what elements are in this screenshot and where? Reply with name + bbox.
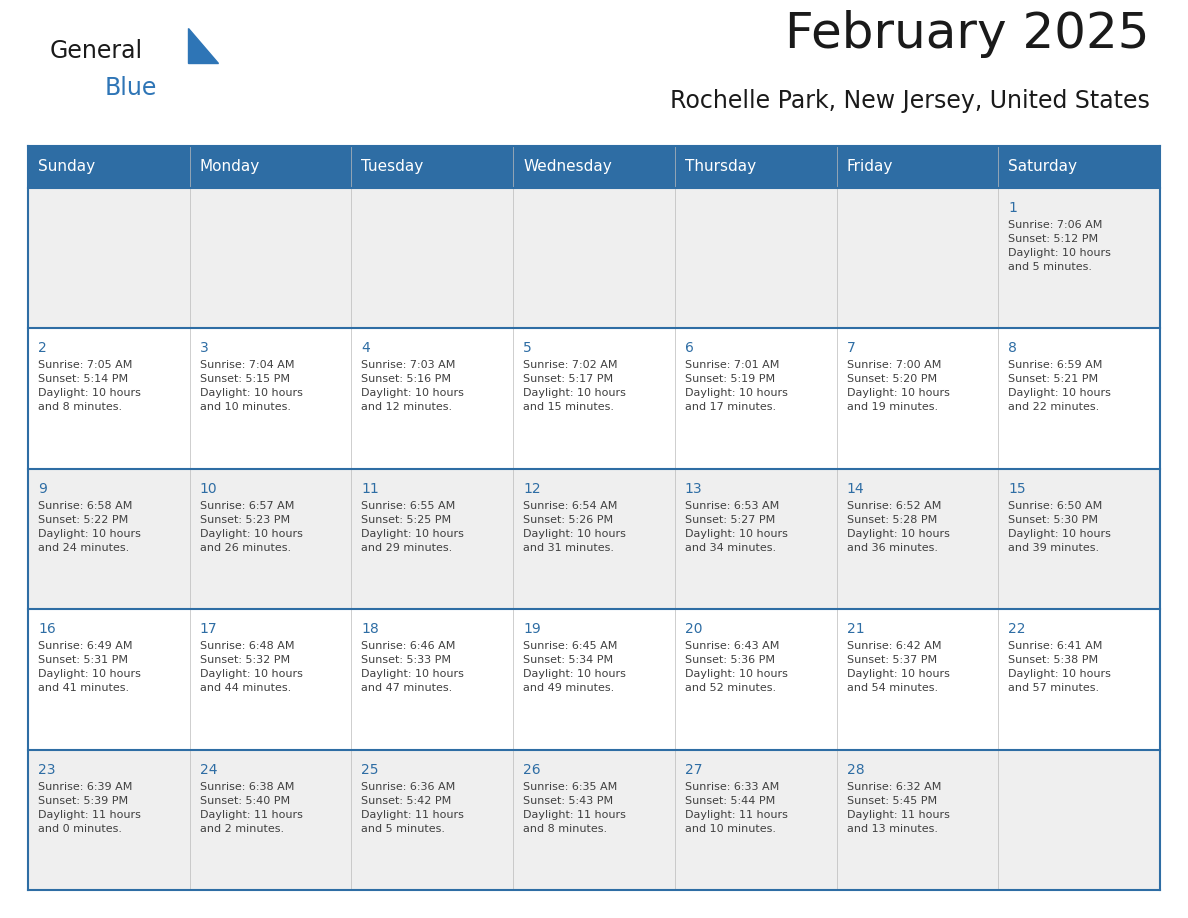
Text: Sunrise: 6:59 AM
Sunset: 5:21 PM
Daylight: 10 hours
and 22 minutes.: Sunrise: 6:59 AM Sunset: 5:21 PM Dayligh… <box>1009 361 1111 412</box>
Text: 22: 22 <box>1009 622 1025 636</box>
Text: Tuesday: Tuesday <box>361 160 424 174</box>
Text: Sunrise: 6:49 AM
Sunset: 5:31 PM
Daylight: 10 hours
and 41 minutes.: Sunrise: 6:49 AM Sunset: 5:31 PM Dayligh… <box>38 641 141 693</box>
Text: Sunrise: 6:54 AM
Sunset: 5:26 PM
Daylight: 10 hours
and 31 minutes.: Sunrise: 6:54 AM Sunset: 5:26 PM Dayligh… <box>523 501 626 553</box>
Text: Sunrise: 6:35 AM
Sunset: 5:43 PM
Daylight: 11 hours
and 8 minutes.: Sunrise: 6:35 AM Sunset: 5:43 PM Dayligh… <box>523 781 626 834</box>
Text: 11: 11 <box>361 482 379 496</box>
Text: 8: 8 <box>1009 341 1017 355</box>
Text: Sunrise: 7:03 AM
Sunset: 5:16 PM
Daylight: 10 hours
and 12 minutes.: Sunrise: 7:03 AM Sunset: 5:16 PM Dayligh… <box>361 361 465 412</box>
Text: 12: 12 <box>523 482 541 496</box>
Text: Sunrise: 7:02 AM
Sunset: 5:17 PM
Daylight: 10 hours
and 15 minutes.: Sunrise: 7:02 AM Sunset: 5:17 PM Dayligh… <box>523 361 626 412</box>
Text: 3: 3 <box>200 341 208 355</box>
Text: Sunrise: 6:46 AM
Sunset: 5:33 PM
Daylight: 10 hours
and 47 minutes.: Sunrise: 6:46 AM Sunset: 5:33 PM Dayligh… <box>361 641 465 693</box>
Text: 2: 2 <box>38 341 46 355</box>
Text: Friday: Friday <box>847 160 893 174</box>
Text: Sunrise: 6:33 AM
Sunset: 5:44 PM
Daylight: 11 hours
and 10 minutes.: Sunrise: 6:33 AM Sunset: 5:44 PM Dayligh… <box>684 781 788 834</box>
Text: 21: 21 <box>847 622 864 636</box>
Text: Sunrise: 6:52 AM
Sunset: 5:28 PM
Daylight: 10 hours
and 36 minutes.: Sunrise: 6:52 AM Sunset: 5:28 PM Dayligh… <box>847 501 949 553</box>
Text: Sunrise: 7:01 AM
Sunset: 5:19 PM
Daylight: 10 hours
and 17 minutes.: Sunrise: 7:01 AM Sunset: 5:19 PM Dayligh… <box>684 361 788 412</box>
Text: 13: 13 <box>684 482 702 496</box>
Bar <box>29 469 1159 610</box>
Text: 4: 4 <box>361 341 371 355</box>
Text: Sunrise: 6:50 AM
Sunset: 5:30 PM
Daylight: 10 hours
and 39 minutes.: Sunrise: 6:50 AM Sunset: 5:30 PM Dayligh… <box>1009 501 1111 553</box>
Text: Sunrise: 6:38 AM
Sunset: 5:40 PM
Daylight: 11 hours
and 2 minutes.: Sunrise: 6:38 AM Sunset: 5:40 PM Dayligh… <box>200 781 303 834</box>
Text: Rochelle Park, New Jersey, United States: Rochelle Park, New Jersey, United States <box>670 89 1150 113</box>
Text: Wednesday: Wednesday <box>523 160 612 174</box>
Text: Sunrise: 6:55 AM
Sunset: 5:25 PM
Daylight: 10 hours
and 29 minutes.: Sunrise: 6:55 AM Sunset: 5:25 PM Dayligh… <box>361 501 465 553</box>
Text: Sunrise: 6:53 AM
Sunset: 5:27 PM
Daylight: 10 hours
and 34 minutes.: Sunrise: 6:53 AM Sunset: 5:27 PM Dayligh… <box>684 501 788 553</box>
Text: Sunrise: 6:32 AM
Sunset: 5:45 PM
Daylight: 11 hours
and 13 minutes.: Sunrise: 6:32 AM Sunset: 5:45 PM Dayligh… <box>847 781 949 834</box>
Text: 6: 6 <box>684 341 694 355</box>
Text: 25: 25 <box>361 763 379 777</box>
Text: 26: 26 <box>523 763 541 777</box>
Text: Sunrise: 6:41 AM
Sunset: 5:38 PM
Daylight: 10 hours
and 57 minutes.: Sunrise: 6:41 AM Sunset: 5:38 PM Dayligh… <box>1009 641 1111 693</box>
Text: 10: 10 <box>200 482 217 496</box>
Text: Sunday: Sunday <box>38 160 95 174</box>
Text: Sunrise: 6:36 AM
Sunset: 5:42 PM
Daylight: 11 hours
and 5 minutes.: Sunrise: 6:36 AM Sunset: 5:42 PM Dayligh… <box>361 781 465 834</box>
Text: 9: 9 <box>38 482 46 496</box>
Polygon shape <box>188 28 219 63</box>
Bar <box>29 329 1159 469</box>
Text: 24: 24 <box>200 763 217 777</box>
Text: Blue: Blue <box>105 76 157 100</box>
Text: 1: 1 <box>1009 201 1017 215</box>
Bar <box>29 610 1159 750</box>
Text: 16: 16 <box>38 622 56 636</box>
Text: Monday: Monday <box>200 160 260 174</box>
Bar <box>29 188 1159 329</box>
Text: Sunrise: 6:39 AM
Sunset: 5:39 PM
Daylight: 11 hours
and 0 minutes.: Sunrise: 6:39 AM Sunset: 5:39 PM Dayligh… <box>38 781 141 834</box>
Text: Sunrise: 6:58 AM
Sunset: 5:22 PM
Daylight: 10 hours
and 24 minutes.: Sunrise: 6:58 AM Sunset: 5:22 PM Dayligh… <box>38 501 141 553</box>
Text: Sunrise: 7:06 AM
Sunset: 5:12 PM
Daylight: 10 hours
and 5 minutes.: Sunrise: 7:06 AM Sunset: 5:12 PM Dayligh… <box>1009 220 1111 272</box>
Text: 23: 23 <box>38 763 56 777</box>
Text: Sunrise: 7:05 AM
Sunset: 5:14 PM
Daylight: 10 hours
and 8 minutes.: Sunrise: 7:05 AM Sunset: 5:14 PM Dayligh… <box>38 361 141 412</box>
Text: February 2025: February 2025 <box>785 10 1150 58</box>
Bar <box>29 750 1159 890</box>
Text: Sunrise: 6:57 AM
Sunset: 5:23 PM
Daylight: 10 hours
and 26 minutes.: Sunrise: 6:57 AM Sunset: 5:23 PM Dayligh… <box>200 501 303 553</box>
Text: General: General <box>50 39 143 63</box>
Bar <box>29 146 1159 188</box>
Text: 14: 14 <box>847 482 864 496</box>
Text: 17: 17 <box>200 622 217 636</box>
Text: 7: 7 <box>847 341 855 355</box>
Text: 20: 20 <box>684 622 702 636</box>
Text: Sunrise: 7:00 AM
Sunset: 5:20 PM
Daylight: 10 hours
and 19 minutes.: Sunrise: 7:00 AM Sunset: 5:20 PM Dayligh… <box>847 361 949 412</box>
Text: Sunrise: 6:48 AM
Sunset: 5:32 PM
Daylight: 10 hours
and 44 minutes.: Sunrise: 6:48 AM Sunset: 5:32 PM Dayligh… <box>200 641 303 693</box>
Text: Sunrise: 6:43 AM
Sunset: 5:36 PM
Daylight: 10 hours
and 52 minutes.: Sunrise: 6:43 AM Sunset: 5:36 PM Dayligh… <box>684 641 788 693</box>
Text: Sunrise: 6:45 AM
Sunset: 5:34 PM
Daylight: 10 hours
and 49 minutes.: Sunrise: 6:45 AM Sunset: 5:34 PM Dayligh… <box>523 641 626 693</box>
Text: 27: 27 <box>684 763 702 777</box>
Text: Sunrise: 6:42 AM
Sunset: 5:37 PM
Daylight: 10 hours
and 54 minutes.: Sunrise: 6:42 AM Sunset: 5:37 PM Dayligh… <box>847 641 949 693</box>
Text: Sunrise: 7:04 AM
Sunset: 5:15 PM
Daylight: 10 hours
and 10 minutes.: Sunrise: 7:04 AM Sunset: 5:15 PM Dayligh… <box>200 361 303 412</box>
Text: Saturday: Saturday <box>1009 160 1078 174</box>
Text: 19: 19 <box>523 622 541 636</box>
Text: 15: 15 <box>1009 482 1026 496</box>
Text: 5: 5 <box>523 341 532 355</box>
Text: Thursday: Thursday <box>684 160 756 174</box>
Text: 18: 18 <box>361 622 379 636</box>
Text: 28: 28 <box>847 763 864 777</box>
